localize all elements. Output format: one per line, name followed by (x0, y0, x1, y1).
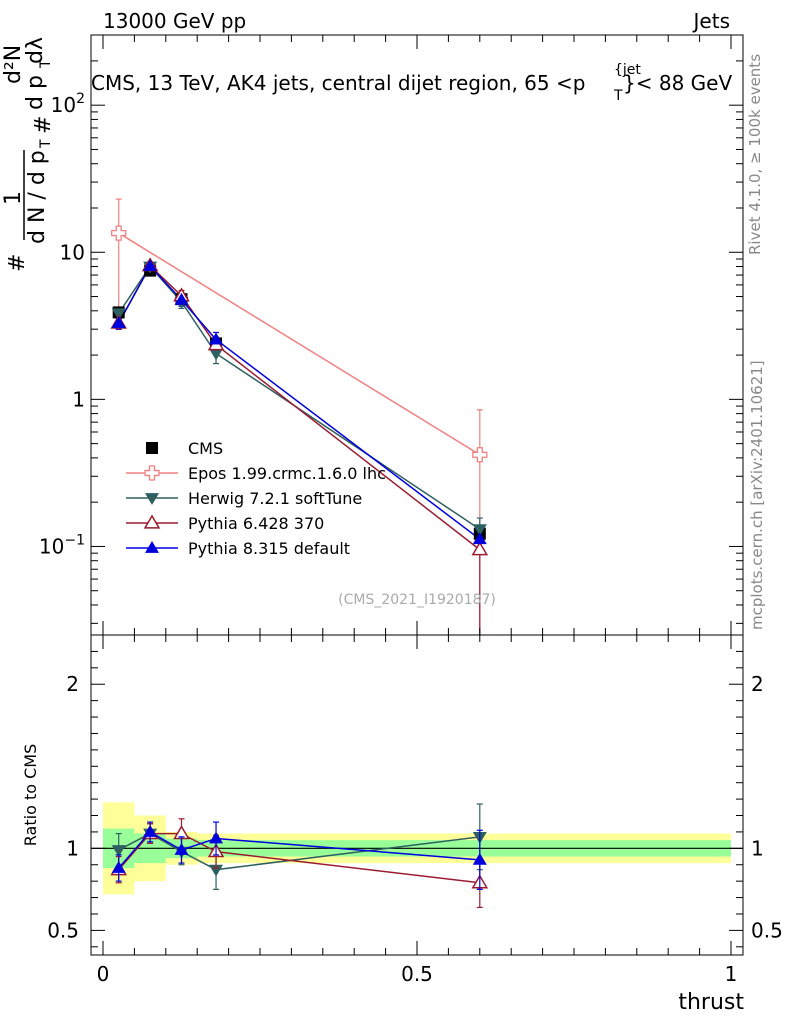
ratio-panel: 0 0.5 1 0.5 0.5 1 1 2 2 (47, 634, 783, 986)
y-tick-label-top: 1 (72, 387, 85, 411)
series-line (118, 232, 481, 456)
ratio-point (209, 831, 224, 844)
legend-label: CMS (188, 439, 223, 458)
legend-marker (146, 442, 158, 454)
y-tick-label-ratio-left: 0.5 (47, 918, 79, 942)
y-tick-label-ratio-right: 1 (751, 836, 764, 860)
legend-marker (143, 514, 161, 529)
ratio-point (111, 861, 126, 873)
subtitle-prefix: CMS, 13 TeV, AK4 jets, central dijet reg… (91, 71, 585, 95)
ylabel-dN-sub: T (38, 139, 54, 149)
x-tick-label: 0 (97, 962, 110, 986)
ylabel-dl: dλ (23, 37, 48, 64)
ratio-point (143, 824, 158, 837)
y-tick-label-ratio-right: 2 (751, 672, 764, 696)
x-tick-label: 1 (725, 962, 738, 986)
legend-label: Herwig 7.2.1 softTune (188, 489, 362, 508)
legend-label: Pythia 6.428 370 (188, 514, 324, 533)
title-left: 13000 GeV pp (103, 9, 246, 33)
ratio-panel-frame (90, 634, 744, 956)
subtitle: CMS, 13 TeV, AK4 jets, central dijet reg… (91, 62, 732, 104)
y-tick-label-base: 10 (51, 93, 76, 117)
y-tick-label-ratio-left: 1 (66, 836, 79, 860)
series-point (174, 292, 189, 305)
title-right: Jets (692, 9, 730, 33)
y-tick-label-ratio-right: 0.5 (751, 918, 783, 942)
y-tick-label-exp: 2 (76, 91, 85, 107)
series-point (209, 332, 224, 345)
y-tick-label-base: 10 (39, 534, 64, 558)
series-point (111, 225, 127, 241)
ylabel-one: 1 (1, 191, 26, 205)
series-point (472, 447, 488, 463)
series-point (209, 348, 224, 361)
ylabel-dpt: d p (23, 75, 48, 110)
ylabel-d2N: d²N (1, 45, 26, 84)
ylabel-hash1: # (5, 254, 30, 272)
ylabel-dpt-sub: T (38, 59, 54, 69)
y-tick-label-top: 10 (60, 240, 85, 264)
y-tick-label-exp: −1 (64, 532, 85, 548)
ratio-point (472, 852, 487, 865)
series-point (111, 316, 126, 328)
ylabel-hash2: # (31, 116, 56, 134)
series-point (471, 541, 489, 556)
subtitle-sup: {jet (614, 62, 641, 78)
analysis-id: (CMS_2021_I1920187) (338, 592, 496, 608)
ratio-point (111, 845, 126, 857)
legend-label: Epos 1.99.crmc.1.6.0 lhc (188, 464, 386, 483)
subtitle-suffix: }< 88 GeV (623, 71, 732, 95)
mcplots-label: mcplots.cern.ch [arXiv:2401.10621] (748, 360, 766, 630)
series-point (472, 524, 487, 537)
legend-label: Pythia 8.315 default (188, 539, 350, 558)
ylabel-dN: d N / d p (25, 150, 50, 244)
series-point (143, 259, 158, 272)
legend-marker (145, 493, 159, 505)
legend-marker (145, 541, 159, 553)
x-axis-label: thrust (678, 990, 744, 1015)
ratio-point (174, 842, 189, 855)
series-point (111, 308, 126, 321)
y-tick-label-top: 10−1 (39, 532, 85, 558)
y-axis-label-top: # 1 d N / d p T # d²N d p T dλ (1, 37, 56, 272)
x-tick-label: 0.5 (401, 962, 433, 986)
ratio-point (209, 864, 224, 877)
rivet-label: Rivet 4.1.0, ≥ 100k events (746, 54, 764, 255)
subtitle-sub: T (613, 88, 623, 104)
y-axis-label-ratio: Ratio to CMS (21, 744, 40, 846)
series-point (472, 532, 487, 545)
y-tick-label-ratio-left: 2 (66, 672, 79, 696)
legend-marker (144, 465, 160, 481)
legend: CMS Epos 1.99.crmc.1.6.0 lhc Herwig 7.2.1 … (126, 439, 386, 558)
y-tick-label-top: 102 (51, 91, 85, 117)
